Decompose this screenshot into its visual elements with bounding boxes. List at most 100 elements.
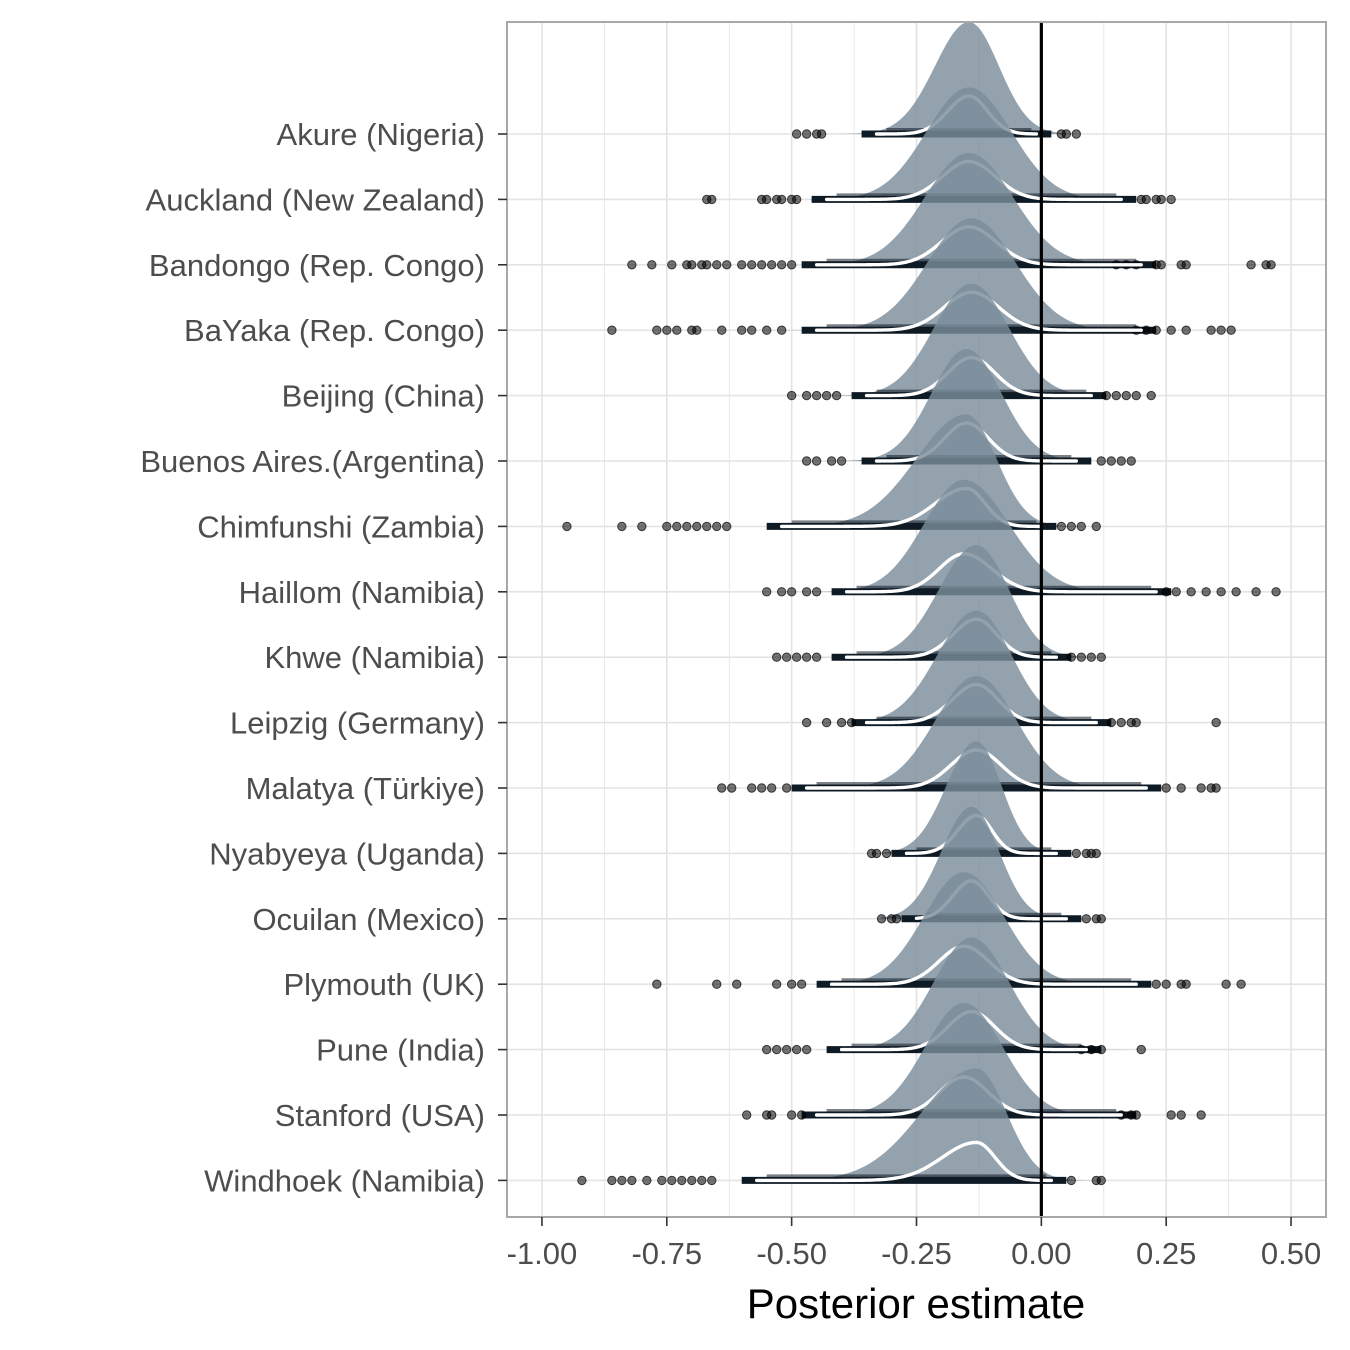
outlier-point [1086,1044,1096,1055]
y-tick-label: Beijing (China) [282,379,485,414]
outlier-point [766,1110,777,1120]
outlier-point [692,325,702,335]
outlier-point [1196,783,1206,793]
outlier-point [776,260,787,270]
outlier-point [1176,783,1186,793]
outlier-point [697,1175,707,1186]
outlier-point [667,1175,677,1186]
outlier-point [801,717,812,728]
density-ridge [766,479,1277,592]
outlier-point [756,783,767,793]
outlier-point [1131,390,1141,401]
outlier-point [786,390,797,401]
outlier-point [687,1175,697,1186]
outlier-point [1196,1110,1206,1120]
outlier-point [786,260,797,270]
outlier-point [1126,456,1136,466]
outlier-point [662,325,672,335]
y-tick-label: Akure (Nigeria) [277,117,485,152]
outlier-point [627,260,637,270]
y-tick-label: Windhoek (Namibia) [204,1163,485,1198]
outlier-point [791,1044,802,1055]
outlier-point [1071,129,1082,139]
outlier-point [1141,194,1151,205]
outlier-point [1161,587,1171,597]
y-tick-label: Pune (India) [316,1033,485,1068]
y-tick-label: BaYaka (Rep. Congo) [184,313,485,348]
outlier-point [816,129,827,139]
outlier-point [1271,587,1281,597]
outlier-point [642,1175,652,1186]
outlier-point [672,325,682,335]
outlier-point [796,1110,807,1120]
outlier-point [617,1175,627,1186]
outlier-point [1106,456,1116,466]
density-ridge [746,1003,1202,1115]
outlier-point [791,129,802,139]
outlier-point [717,783,727,793]
outlier-point [607,1175,617,1186]
outlier-point [761,1044,772,1055]
outlier-point [1066,521,1077,532]
outlier-point [657,1175,667,1186]
outlier-point [1156,260,1166,270]
outlier-point [722,260,732,270]
outlier-point [1176,1110,1186,1120]
outlier-point [881,848,892,859]
outlier-point [1066,1175,1077,1186]
outlier-point [1076,652,1086,662]
outlier-point [1111,390,1121,401]
outlier-point [771,979,782,989]
outlier-point [1096,914,1106,924]
y-axis-ticks: Akure (Nigeria) Auckland (New Zealand) Ban… [140,117,507,1198]
density-ridge [776,545,1102,658]
density-ridge [611,218,1232,331]
outlier-point [811,652,822,662]
outlier-point [1106,717,1116,728]
outlier-point [761,194,772,205]
outlier-point [1101,390,1111,401]
outlier-point [1096,456,1106,466]
x-tick-label: -0.25 [881,1236,952,1271]
outlier-point [732,979,742,989]
density-ridge [871,741,1097,854]
outlier-point [831,390,842,401]
outlier-point [617,521,627,532]
density-ridge [711,87,1172,200]
outlier-point [1211,717,1221,728]
outlier-point [891,914,902,924]
outlier-point [702,260,712,270]
outlier-point [1201,587,1211,597]
x-tick-label: 0.25 [1136,1236,1196,1271]
y-tick-label: Nyabyeya (Uganda) [209,836,485,871]
outlier-point [722,521,732,532]
y-tick-label: Auckland (New Zealand) [146,182,485,217]
outlier-point [707,194,717,205]
ridge-row [577,1068,1106,1186]
outlier-point [712,521,722,532]
density-ridge [796,22,1077,135]
density-ridge [766,937,1142,1050]
outlier-point [781,1044,792,1055]
outlier-point [712,260,722,270]
outlier-point [771,1044,782,1055]
outlier-point [846,717,857,728]
outlier-point [1146,390,1156,401]
outlier-point [1206,325,1216,335]
outlier-point [1161,979,1171,989]
outlier-point [821,390,832,401]
outlier-point [647,260,657,270]
outlier-point [811,390,822,401]
outlier-point [1066,652,1077,662]
outlier-point [821,717,832,728]
outlier-point [562,521,572,532]
outlier-point [801,129,812,139]
outlier-point [776,194,787,205]
outlier-point [1061,129,1072,139]
outlier-point [1151,325,1161,335]
outlier-point [1246,260,1256,270]
overlay-curve [755,1140,1054,1183]
density-ridge [791,283,1152,396]
outlier-point [776,325,787,335]
